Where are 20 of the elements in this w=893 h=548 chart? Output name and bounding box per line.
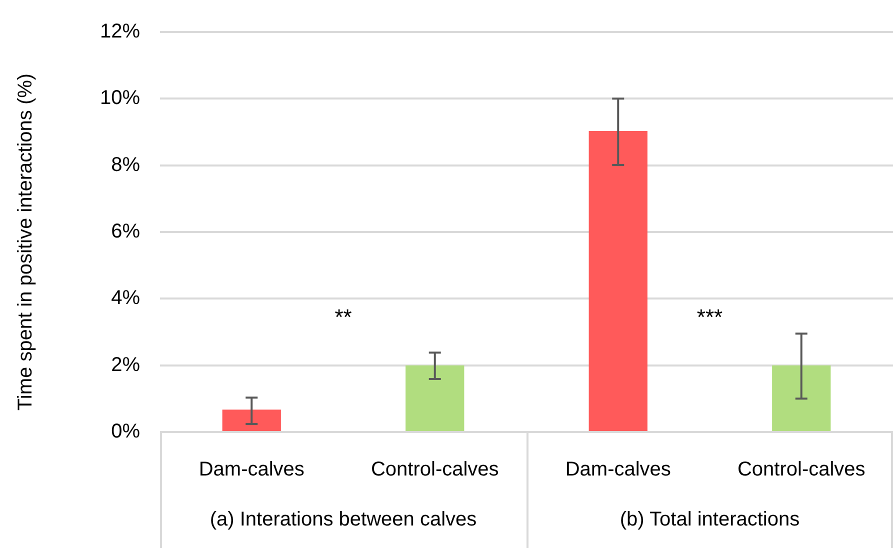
y-tick-label: 6% (111, 220, 140, 243)
annotation: ** (334, 304, 352, 330)
x-tick-label: Control-calves (370, 458, 499, 481)
x-tick-label: Control-calves (737, 458, 866, 481)
bar (406, 365, 464, 431)
annotation: *** (696, 304, 724, 330)
y-tick-label: 8% (111, 154, 140, 176)
y-tick-label: 0% (111, 420, 140, 443)
x-tick-label: Dam-calves (198, 458, 304, 481)
y-tick-label: 12% (100, 20, 140, 43)
y-tick-label: 10% (100, 87, 140, 110)
bar (772, 365, 831, 431)
y-tick-label: 4% (111, 287, 140, 310)
y-axis-title: Time spent in positive interactions (%) (14, 73, 37, 411)
text: (b) Total interactions (620, 508, 800, 531)
x-tick-label: Dam-calves (565, 458, 671, 481)
bar (222, 410, 281, 431)
bar (588, 131, 648, 431)
y-tick-label: 2% (111, 354, 140, 376)
text: (a) Interations between calves (210, 508, 477, 531)
